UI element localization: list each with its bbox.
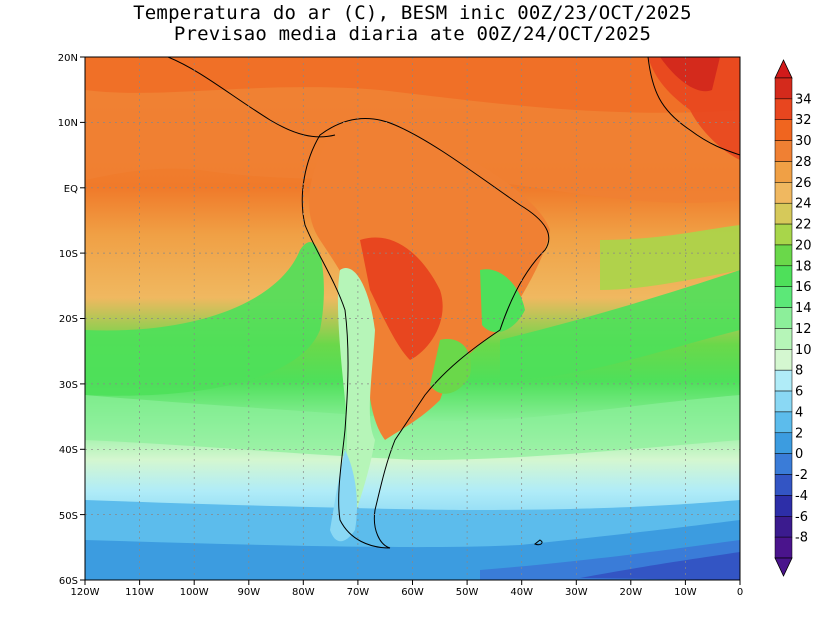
- lat-label: 20N: [58, 53, 78, 64]
- colorbar-swatch: [774, 140, 793, 162]
- lat-label: 40S: [59, 445, 78, 456]
- colorbar-label: 8: [795, 364, 803, 379]
- lat-label: 50S: [59, 511, 78, 522]
- colorbar-swatch: [774, 328, 793, 350]
- colorbar-swatch: [774, 349, 793, 371]
- lon-label: 70W: [347, 587, 370, 598]
- lon-label: 110W: [125, 587, 154, 598]
- map-title-line1: Temperatura do ar (C), BESM inic 00Z/23/…: [133, 2, 692, 24]
- colorbar-top-arrow: [774, 59, 793, 79]
- colorbar-swatch: [774, 411, 793, 434]
- map-grid: [85, 57, 740, 580]
- colorbar-label: 14: [795, 301, 812, 316]
- lon-tick-marks: [84, 580, 741, 585]
- colorbar-label: -4: [795, 489, 808, 504]
- colorbar-swatch: [774, 119, 793, 141]
- colorbar-swatch: [774, 369, 793, 392]
- lon-label: 80W: [292, 587, 315, 598]
- colorbar-label: 0: [795, 447, 803, 462]
- lon-labels: 120W 110W 100W 90W 80W 70W 60W 50W 40W 3…: [71, 587, 744, 598]
- colorbar-label: 32: [795, 113, 812, 128]
- lat-label: 30S: [59, 380, 78, 391]
- lat-tick-marks: [80, 56, 85, 581]
- colorbar-label: 16: [795, 280, 812, 295]
- colorbar-label: 30: [795, 134, 812, 149]
- colorbar-label: 22: [795, 218, 812, 233]
- colorbar-swatch: [774, 182, 793, 204]
- lon-label: 10W: [674, 587, 697, 598]
- colorbar-swatch: [774, 98, 793, 120]
- colorbar-swatch: [774, 536, 793, 559]
- lon-label: 20W: [619, 587, 642, 598]
- colorbar-bottom-arrow: [774, 557, 793, 577]
- colorbar-swatch: [774, 244, 793, 267]
- map-title-line2: Previsao media diaria ate 00Z/24/OCT/202…: [173, 23, 652, 45]
- lat-label: 10N: [58, 118, 78, 129]
- colorbar-swatch: [774, 516, 793, 538]
- colorbar-label: 4: [795, 405, 803, 420]
- colorbar-swatch: [774, 432, 793, 454]
- colorbar-swatch: [774, 77, 793, 100]
- colorbar-swatch: [774, 390, 793, 413]
- colorbar-swatch: [774, 453, 793, 475]
- colorbar-label: 20: [795, 238, 812, 253]
- lat-label: 20S: [59, 314, 78, 325]
- lon-label: 0: [737, 587, 743, 598]
- colorbar-label: 2: [795, 426, 803, 441]
- colorbar-label: 24: [795, 197, 812, 212]
- lat-label: 60S: [59, 576, 78, 587]
- colorbar-swatch: [774, 161, 793, 183]
- lon-label: 30W: [565, 587, 588, 598]
- colorbar-label: 10: [795, 343, 812, 358]
- colorbar-label: -6: [795, 510, 808, 525]
- colorbar-swatch: [774, 474, 793, 496]
- colorbar-label: 12: [795, 322, 812, 337]
- colorbar-label: -8: [795, 531, 808, 546]
- lon-label: 120W: [71, 587, 100, 598]
- lon-label: 100W: [180, 587, 209, 598]
- colorbar-label: 34: [795, 92, 812, 107]
- lon-label: 90W: [237, 587, 260, 598]
- colorbar-swatch: [774, 223, 793, 246]
- lat-label: 10S: [59, 249, 78, 260]
- colorbar-label: 28: [795, 155, 812, 170]
- lon-label: 50W: [456, 587, 479, 598]
- lon-label: 40W: [510, 587, 533, 598]
- colorbar-label: 26: [795, 176, 812, 191]
- colorbar-swatch: [774, 307, 793, 329]
- colorbar-label: 6: [795, 385, 803, 400]
- colorbar-label: -2: [795, 468, 808, 483]
- lat-label: EQ: [64, 184, 78, 195]
- colorbar-label: 18: [795, 259, 812, 274]
- colorbar-swatch: [774, 286, 793, 308]
- colorbar-swatch: [774, 202, 793, 225]
- colorbar-swatch: [774, 495, 793, 517]
- lat-labels: 20N 10N EQ 10S 20S 30S 40S 50S 60S: [58, 53, 78, 587]
- lon-label: 60W: [401, 587, 424, 598]
- colorbar-swatch: [774, 265, 793, 287]
